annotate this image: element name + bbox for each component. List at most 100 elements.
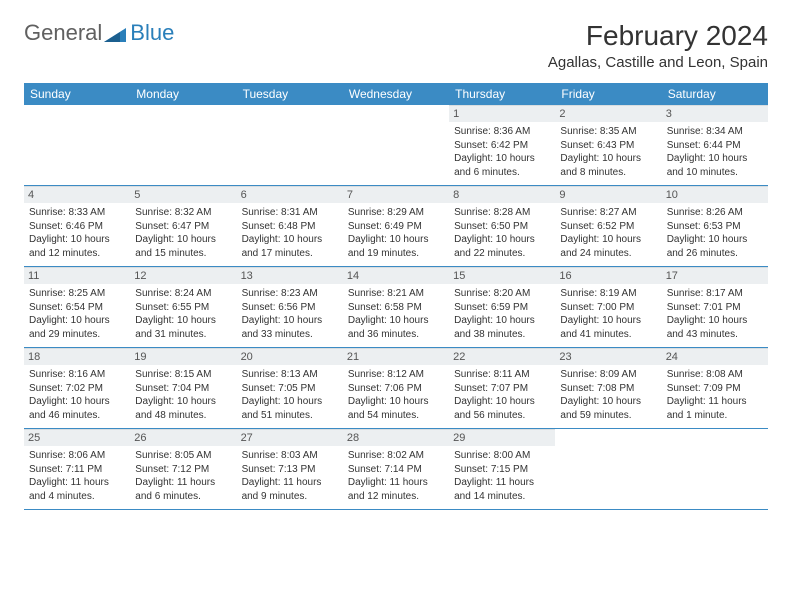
sunrise-text: Sunrise: 8:24 AM xyxy=(135,287,231,301)
empty-day-cell xyxy=(24,105,130,186)
daylight-text: Daylight: 10 hours xyxy=(135,314,231,328)
daylight-text: and 6 minutes. xyxy=(135,490,231,504)
page-header: General Blue February 2024 Agallas, Cast… xyxy=(24,20,768,71)
daylight-text: and 29 minutes. xyxy=(29,328,125,342)
day-cell: 25Sunrise: 8:06 AMSunset: 7:11 PMDayligh… xyxy=(24,429,130,510)
week-row: 4Sunrise: 8:33 AMSunset: 6:46 PMDaylight… xyxy=(24,186,768,267)
daylight-text: Daylight: 10 hours xyxy=(667,314,763,328)
sunset-text: Sunset: 6:49 PM xyxy=(348,220,444,234)
daylight-text: Daylight: 11 hours xyxy=(242,476,338,490)
day-cell: 11Sunrise: 8:25 AMSunset: 6:54 PMDayligh… xyxy=(24,267,130,348)
daylight-text: Daylight: 10 hours xyxy=(135,395,231,409)
daylight-text: and 8 minutes. xyxy=(560,166,656,180)
day-header: Friday xyxy=(555,83,661,105)
day-cell: 16Sunrise: 8:19 AMSunset: 7:00 PMDayligh… xyxy=(555,267,661,348)
day-cell: 1Sunrise: 8:36 AMSunset: 6:42 PMDaylight… xyxy=(449,105,555,186)
sunrise-text: Sunrise: 8:36 AM xyxy=(454,125,550,139)
day-cell: 28Sunrise: 8:02 AMSunset: 7:14 PMDayligh… xyxy=(343,429,449,510)
daylight-text: Daylight: 10 hours xyxy=(29,395,125,409)
day-cell: 22Sunrise: 8:11 AMSunset: 7:07 PMDayligh… xyxy=(449,348,555,429)
sunrise-text: Sunrise: 8:31 AM xyxy=(242,206,338,220)
day-number: 18 xyxy=(24,348,130,365)
sunset-text: Sunset: 7:14 PM xyxy=(348,463,444,477)
day-number: 29 xyxy=(449,429,555,446)
daylight-text: and 22 minutes. xyxy=(454,247,550,261)
daylight-text: and 33 minutes. xyxy=(242,328,338,342)
sunrise-text: Sunrise: 8:19 AM xyxy=(560,287,656,301)
day-number: 22 xyxy=(449,348,555,365)
daylight-text: and 43 minutes. xyxy=(667,328,763,342)
daylight-text: and 6 minutes. xyxy=(454,166,550,180)
sunrise-text: Sunrise: 8:23 AM xyxy=(242,287,338,301)
sunset-text: Sunset: 6:59 PM xyxy=(454,301,550,315)
sunrise-text: Sunrise: 8:12 AM xyxy=(348,368,444,382)
sunrise-text: Sunrise: 8:27 AM xyxy=(560,206,656,220)
daylight-text: Daylight: 10 hours xyxy=(242,395,338,409)
day-number: 12 xyxy=(130,267,236,284)
day-header: Tuesday xyxy=(237,83,343,105)
day-cell: 21Sunrise: 8:12 AMSunset: 7:06 PMDayligh… xyxy=(343,348,449,429)
sunset-text: Sunset: 6:47 PM xyxy=(135,220,231,234)
empty-day-cell xyxy=(343,105,449,186)
sunrise-text: Sunrise: 8:35 AM xyxy=(560,125,656,139)
sunrise-text: Sunrise: 8:15 AM xyxy=(135,368,231,382)
sunset-text: Sunset: 7:01 PM xyxy=(667,301,763,315)
sunset-text: Sunset: 7:05 PM xyxy=(242,382,338,396)
day-cell: 5Sunrise: 8:32 AMSunset: 6:47 PMDaylight… xyxy=(130,186,236,267)
day-number: 16 xyxy=(555,267,661,284)
day-header: Thursday xyxy=(449,83,555,105)
sunrise-text: Sunrise: 8:09 AM xyxy=(560,368,656,382)
daylight-text: Daylight: 10 hours xyxy=(348,233,444,247)
week-row: 11Sunrise: 8:25 AMSunset: 6:54 PMDayligh… xyxy=(24,267,768,348)
sunset-text: Sunset: 7:04 PM xyxy=(135,382,231,396)
sunrise-text: Sunrise: 8:28 AM xyxy=(454,206,550,220)
sunset-text: Sunset: 7:09 PM xyxy=(667,382,763,396)
daylight-text: and 54 minutes. xyxy=(348,409,444,423)
daylight-text: and 10 minutes. xyxy=(667,166,763,180)
day-cell: 4Sunrise: 8:33 AMSunset: 6:46 PMDaylight… xyxy=(24,186,130,267)
location-subtitle: Agallas, Castille and Leon, Spain xyxy=(548,54,768,71)
day-cell: 7Sunrise: 8:29 AMSunset: 6:49 PMDaylight… xyxy=(343,186,449,267)
day-cell: 26Sunrise: 8:05 AMSunset: 7:12 PMDayligh… xyxy=(130,429,236,510)
calendar-table: SundayMondayTuesdayWednesdayThursdayFrid… xyxy=(24,83,768,510)
daylight-text: and 51 minutes. xyxy=(242,409,338,423)
day-cell: 2Sunrise: 8:35 AMSunset: 6:43 PMDaylight… xyxy=(555,105,661,186)
day-number: 2 xyxy=(555,105,661,122)
sunrise-text: Sunrise: 8:20 AM xyxy=(454,287,550,301)
daylight-text: Daylight: 10 hours xyxy=(560,395,656,409)
day-cell: 9Sunrise: 8:27 AMSunset: 6:52 PMDaylight… xyxy=(555,186,661,267)
sunrise-text: Sunrise: 8:13 AM xyxy=(242,368,338,382)
daylight-text: Daylight: 10 hours xyxy=(242,314,338,328)
day-cell: 15Sunrise: 8:20 AMSunset: 6:59 PMDayligh… xyxy=(449,267,555,348)
day-number: 19 xyxy=(130,348,236,365)
daylight-text: and 19 minutes. xyxy=(348,247,444,261)
day-cell: 27Sunrise: 8:03 AMSunset: 7:13 PMDayligh… xyxy=(237,429,343,510)
week-row: 18Sunrise: 8:16 AMSunset: 7:02 PMDayligh… xyxy=(24,348,768,429)
month-title: February 2024 xyxy=(548,20,768,52)
day-header: Wednesday xyxy=(343,83,449,105)
day-number: 25 xyxy=(24,429,130,446)
week-row: 1Sunrise: 8:36 AMSunset: 6:42 PMDaylight… xyxy=(24,105,768,186)
daylight-text: and 46 minutes. xyxy=(29,409,125,423)
sunrise-text: Sunrise: 8:32 AM xyxy=(135,206,231,220)
sunset-text: Sunset: 6:44 PM xyxy=(667,139,763,153)
day-number: 14 xyxy=(343,267,449,284)
daylight-text: and 41 minutes. xyxy=(560,328,656,342)
daylight-text: Daylight: 10 hours xyxy=(348,395,444,409)
empty-day-cell xyxy=(130,105,236,186)
empty-day-cell xyxy=(237,105,343,186)
daylight-text: Daylight: 10 hours xyxy=(29,314,125,328)
daylight-text: Daylight: 10 hours xyxy=(454,233,550,247)
sunset-text: Sunset: 6:52 PM xyxy=(560,220,656,234)
day-number: 13 xyxy=(237,267,343,284)
day-cell: 3Sunrise: 8:34 AMSunset: 6:44 PMDaylight… xyxy=(662,105,768,186)
daylight-text: Daylight: 11 hours xyxy=(454,476,550,490)
sunrise-text: Sunrise: 8:16 AM xyxy=(29,368,125,382)
sunset-text: Sunset: 6:50 PM xyxy=(454,220,550,234)
day-header: Saturday xyxy=(662,83,768,105)
sunrise-text: Sunrise: 8:03 AM xyxy=(242,449,338,463)
sunset-text: Sunset: 7:06 PM xyxy=(348,382,444,396)
day-number: 17 xyxy=(662,267,768,284)
day-number: 4 xyxy=(24,186,130,203)
daylight-text: and 48 minutes. xyxy=(135,409,231,423)
